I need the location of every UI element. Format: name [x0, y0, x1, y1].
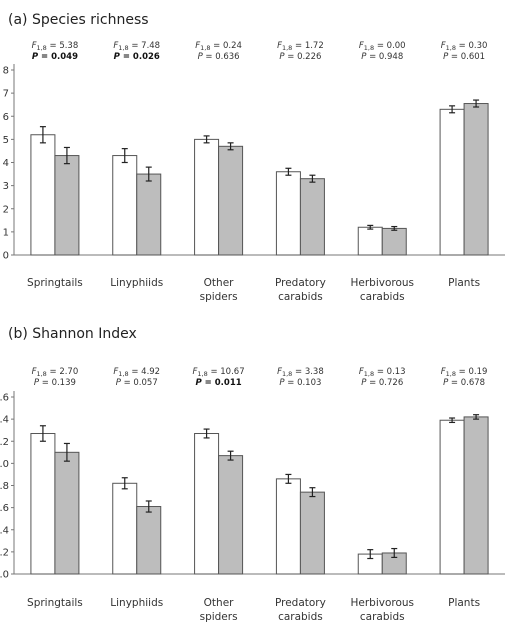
stat-p-label: P = 0.026	[114, 52, 160, 62]
y-tick-label: 0.0	[0, 570, 9, 581]
y-tick-label: 0.6	[0, 503, 9, 514]
bar-open	[275, 478, 301, 575]
stat-p-label: P = 0.049	[32, 52, 78, 62]
stat-f-label: F1,8 = 0.00	[359, 41, 406, 52]
bar-shaded	[299, 491, 325, 575]
stat-p-label: P = 0.678	[443, 378, 485, 388]
y-tick-label: 1.6	[0, 393, 9, 404]
y-tick-label: 6	[3, 112, 9, 123]
y-tick-label: 2	[3, 204, 9, 215]
y-tick-label: 0	[3, 251, 9, 262]
y-tick-label: 0.4	[0, 525, 9, 536]
stat-f-label: F1,8 = 0.13	[359, 367, 406, 378]
stat-f-label: F1,8 = 10.67	[193, 367, 245, 378]
category-label: Predatory	[275, 277, 326, 289]
category-label: carabids	[360, 611, 405, 623]
bar-shaded	[54, 155, 80, 256]
category-label: Plants	[448, 597, 480, 609]
panel-species-richness: (a) Species richness 0 1 2 3 4 5 6 7 8 Springtail…	[3, 12, 505, 303]
category-label: Other	[204, 597, 234, 609]
bar-open	[112, 482, 138, 575]
bar-open	[275, 171, 301, 256]
bar-open	[112, 155, 138, 256]
bar-open	[194, 138, 220, 256]
bar-shaded	[381, 227, 407, 256]
stat-p-label: P = 0.103	[279, 378, 321, 388]
category-label: spiders	[200, 611, 238, 623]
category-label: Plants	[448, 277, 480, 289]
panel-shannon-index: (b) Shannon Index 0.0 0.2 0.4 0.6 0.8 1.0 1.2 1…	[0, 326, 505, 623]
y-tick-label: 0.8	[0, 481, 9, 492]
category-label: Springtails	[27, 597, 83, 609]
stat-f-label: F1,8 = 2.70	[32, 367, 79, 378]
bar-open	[30, 134, 56, 256]
bar-open	[439, 419, 465, 575]
stat-f-label: F1,8 = 5.38	[32, 41, 79, 52]
bar-shaded	[299, 178, 325, 256]
stat-p-label: P = 0.726	[361, 378, 403, 388]
bar-shaded	[136, 506, 162, 575]
stat-p-label: P = 0.011	[195, 378, 241, 388]
stat-f-label: F1,8 = 4.92	[113, 367, 160, 378]
stat-p-label: P = 0.139	[34, 378, 76, 388]
stat-f-label: F1,8 = 3.38	[277, 367, 324, 378]
bar-shaded	[54, 451, 80, 575]
stat-p-label: P = 0.948	[361, 52, 403, 62]
stat-f-label: F1,8 = 0.30	[441, 41, 488, 52]
stat-f-label: F1,8 = 0.19	[441, 367, 488, 378]
stat-p-label: P = 0.057	[116, 378, 158, 388]
stat-f-label: F1,8 = 0.24	[195, 41, 242, 52]
stat-p-label: P = 0.601	[443, 52, 485, 62]
panel-title-a: (a) Species richness	[8, 12, 149, 28]
category-label: Herbivorous	[350, 277, 414, 289]
category-label: carabids	[360, 291, 405, 303]
y-tick-label: 1.2	[0, 437, 9, 448]
stat-f-label: F1,8 = 7.48	[113, 41, 160, 52]
y-tick-label: 7	[3, 89, 9, 100]
category-label: Other	[204, 277, 234, 289]
stat-f-label: F1,8 = 1.72	[277, 41, 324, 52]
bar-open	[30, 433, 56, 575]
bar-shaded	[136, 173, 162, 256]
category-label: spiders	[200, 291, 238, 303]
bar-shaded	[463, 103, 489, 256]
category-label: Linyphiids	[110, 277, 163, 289]
bar-shaded	[218, 145, 244, 256]
bar-open	[357, 226, 383, 256]
panel-title-b: (b) Shannon Index	[8, 326, 137, 342]
bar-shaded	[463, 416, 489, 575]
category-label: carabids	[278, 611, 323, 623]
bar-shaded	[218, 455, 244, 575]
category-label: Linyphiids	[110, 597, 163, 609]
bar-open	[194, 433, 220, 575]
stat-p-label: P = 0.636	[198, 52, 240, 62]
stat-p-label: P = 0.226	[279, 52, 321, 62]
bar-open	[439, 108, 465, 256]
category-label: carabids	[278, 291, 323, 303]
y-tick-label: 0.2	[0, 547, 9, 558]
category-label: Predatory	[275, 597, 326, 609]
y-tick-label: 1.0	[0, 459, 9, 470]
y-tick-label: 5	[3, 135, 9, 146]
y-tick-label: 1	[3, 227, 9, 238]
y-tick-label: 8	[3, 66, 9, 77]
y-tick-label: 4	[3, 158, 9, 169]
category-label: Herbivorous	[350, 597, 414, 609]
y-tick-label: 1.4	[0, 415, 9, 426]
category-label: Springtails	[27, 277, 83, 289]
y-tick-label: 3	[3, 181, 9, 192]
